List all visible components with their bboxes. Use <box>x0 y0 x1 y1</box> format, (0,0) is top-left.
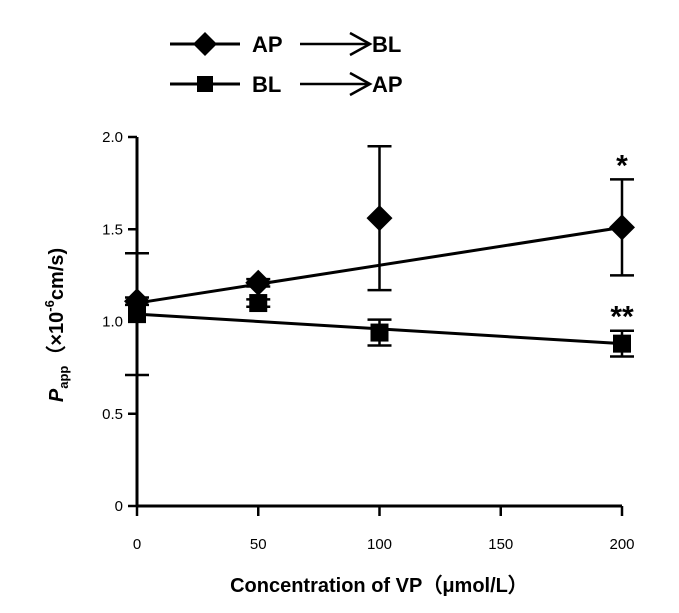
legend-item-ap-bl: AP BL <box>170 31 401 57</box>
y-axis-ticks: 0 0.5 1.0 1.5 2.0 <box>102 129 137 515</box>
data-point-square <box>370 323 389 342</box>
legend-arrow-icon <box>300 71 373 97</box>
x-tick-label: 100 <box>367 536 392 553</box>
y-axis-title: Papp（×10-6cm/s) <box>42 248 71 402</box>
legend: AP BL BL AP <box>170 31 403 97</box>
series-diamond: * <box>124 144 635 315</box>
y-axis-subscript: app <box>56 366 71 389</box>
y-tick-label: 0.5 <box>102 406 123 423</box>
y-tick-label: 0 <box>115 498 123 515</box>
legend-marker-square <box>197 76 213 92</box>
legend-label-ap-bl-target: BL <box>372 32 401 57</box>
series-square: ** <box>125 251 634 377</box>
data-point-square <box>249 294 268 313</box>
x-tick-label: 0 <box>133 536 141 553</box>
y-axis-unit-close: cm/s) <box>46 248 68 300</box>
data-point-square <box>128 305 146 324</box>
significance-marker: ** <box>610 301 634 334</box>
plot-area: *** <box>124 144 635 377</box>
x-axis-ticks: 0 50 100 150 200 <box>133 506 635 553</box>
significance-marker: * <box>616 149 628 182</box>
legend-marker-diamond <box>193 32 217 56</box>
data-point-diamond <box>609 214 635 241</box>
data-point-diamond <box>245 269 272 296</box>
y-tick-label: 1.5 <box>102 221 123 238</box>
legend-item-bl-ap: BL AP <box>170 71 403 97</box>
y-axis-symbol: P <box>46 388 68 402</box>
y-axis-unit-open: （×10 <box>45 312 68 366</box>
y-tick-label: 1.0 <box>102 314 123 331</box>
x-tick-label: 200 <box>609 536 634 553</box>
legend-arrow-icon <box>300 31 373 57</box>
legend-label-bl-ap-target: AP <box>372 72 403 97</box>
y-tick-label: 2.0 <box>102 129 123 146</box>
legend-label-bl-ap-source: BL <box>252 72 281 97</box>
legend-label-ap-bl-source: AP <box>252 32 283 57</box>
data-point-diamond <box>366 205 393 232</box>
x-axis-title: Concentration of VP（μmol/L） <box>230 574 528 597</box>
y-axis-exponent: -6 <box>42 300 57 312</box>
data-point-square <box>613 334 631 353</box>
x-tick-label: 150 <box>488 536 513 553</box>
x-tick-label: 50 <box>250 536 267 553</box>
